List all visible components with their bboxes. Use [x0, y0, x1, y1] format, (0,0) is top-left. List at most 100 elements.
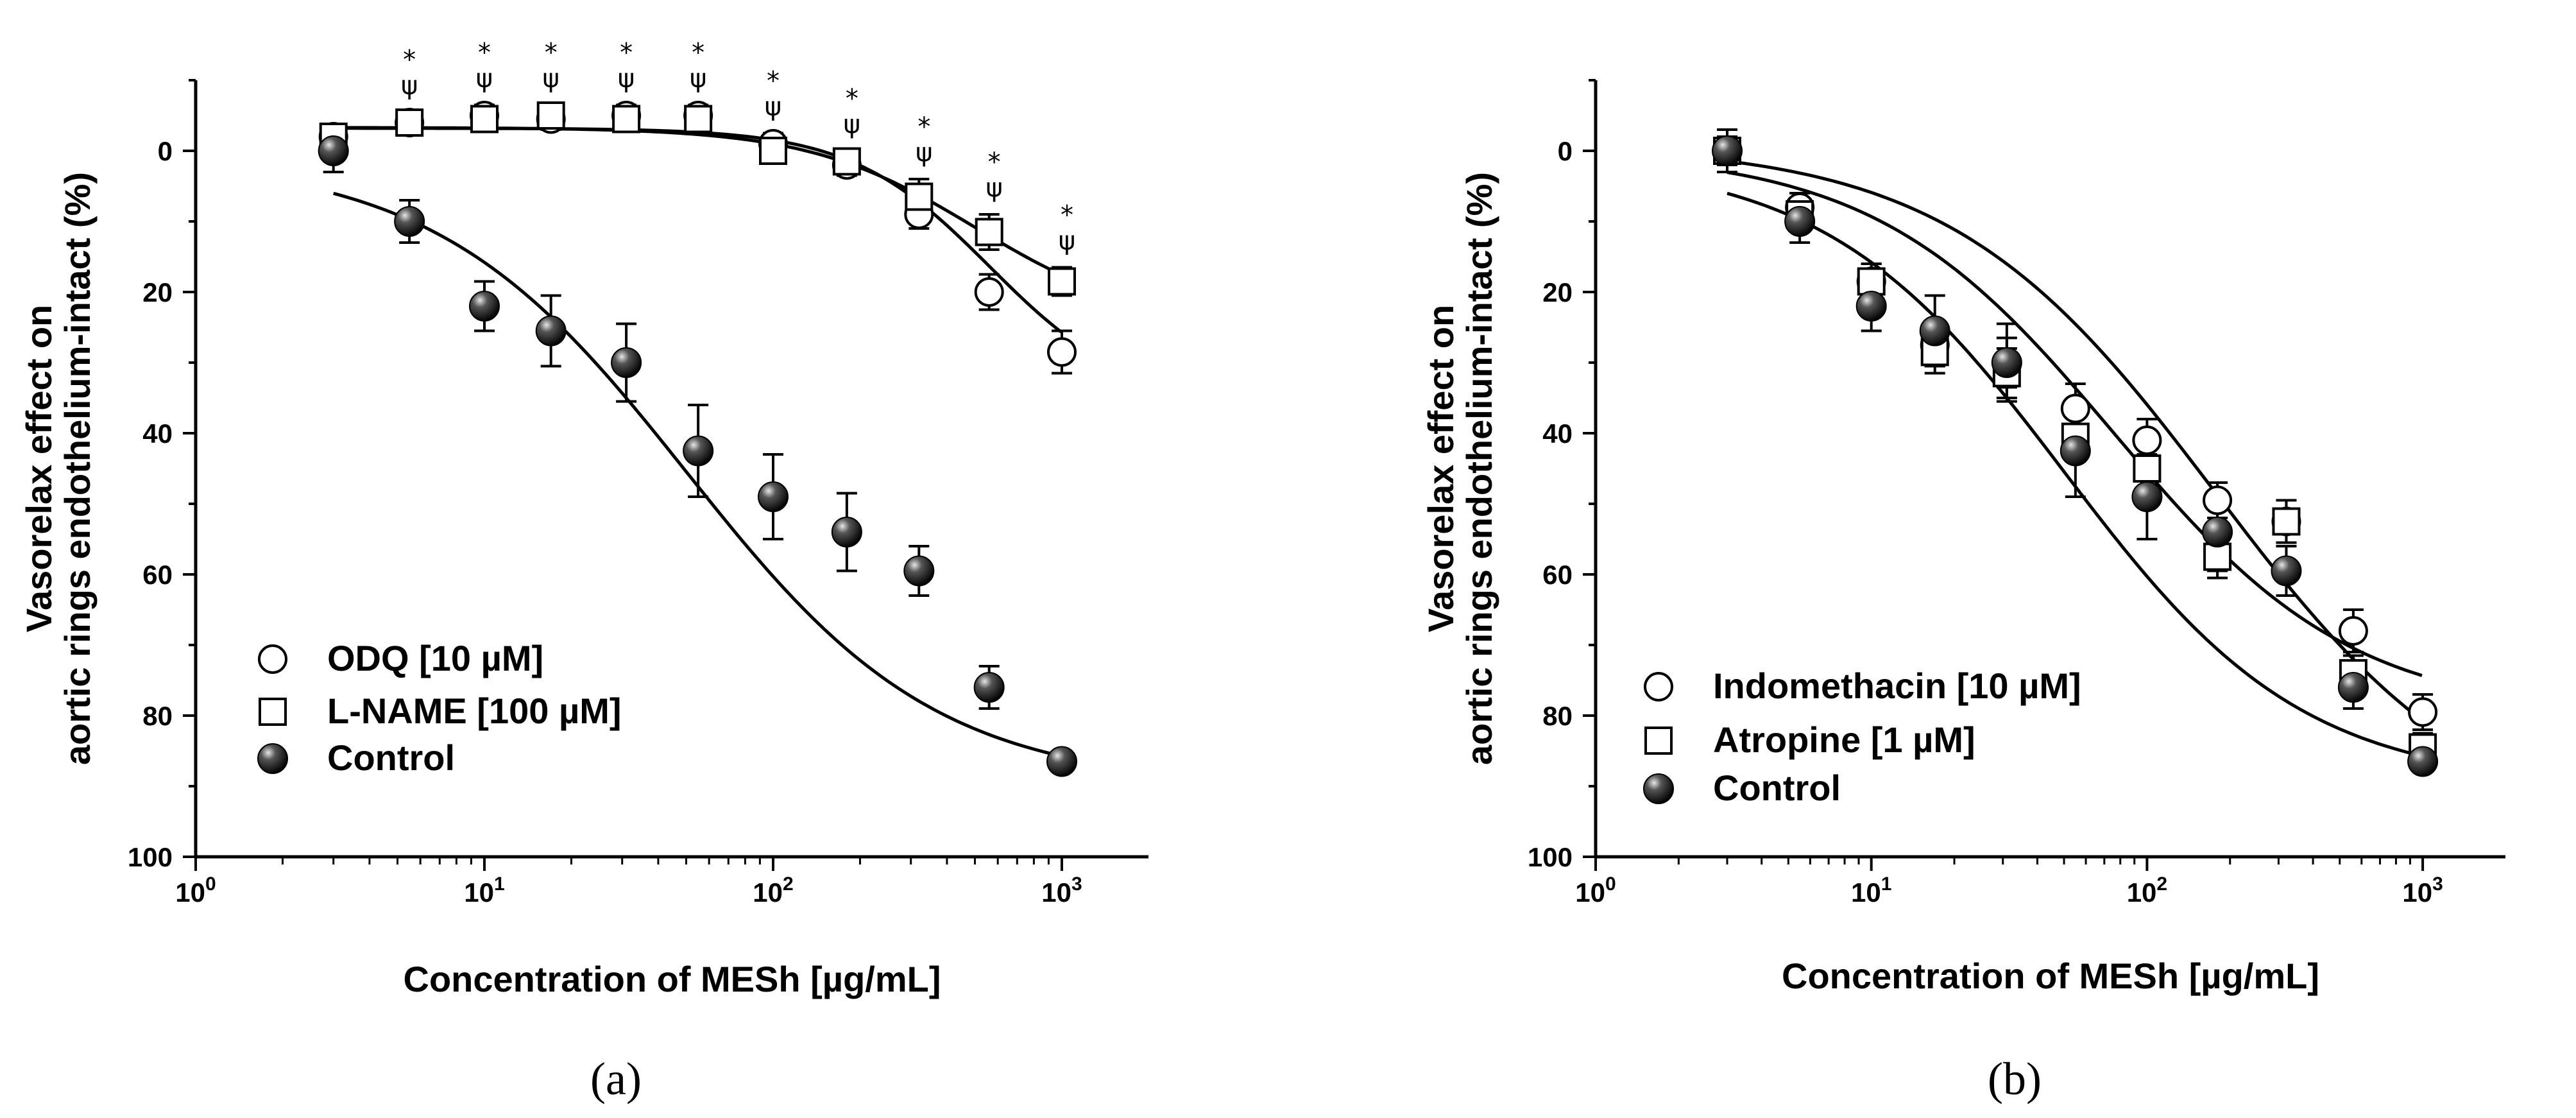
chart0-y-tick-label: 0	[158, 136, 173, 166]
chart0-series1-point8-marker	[905, 182, 934, 211]
chart1-legend: Indomethacin [10 µM] Atropine [1 µM] Contr…	[1643, 666, 2081, 808]
chart1-series2-point4-marker	[1991, 347, 2022, 378]
chart0-x-tick-exponent: 2	[783, 873, 794, 895]
chart0-significance-psi: ψ	[476, 64, 493, 94]
chart0-legend-symbol-1	[259, 698, 287, 726]
chart0-x-tick-base: 10	[175, 877, 205, 907]
chart1-x-tick-label: 103	[2402, 873, 2443, 907]
chart0-x-axis-title: Concentration of MESh [µg/mL]	[404, 959, 941, 999]
chart1-x-tick-base: 10	[1575, 877, 1605, 907]
chart0-x-tick-label: 100	[175, 873, 216, 907]
chart1-y-tick-label: 0	[1558, 136, 1573, 166]
chart0-significance-star: *	[478, 39, 491, 68]
chart1-series2-point8-marker	[2271, 555, 2302, 587]
chart0-legend-label-2: Control	[327, 737, 455, 778]
chart1-x-tick-base: 10	[1851, 877, 1881, 907]
chart0-significance-star: *	[545, 39, 558, 68]
chart0-legend-label-0: ODQ [10 µM]	[327, 638, 543, 678]
chart1-legend-symbol-1	[1644, 727, 1673, 755]
chart1-x-tick-label: 100	[1575, 873, 1616, 907]
chart0-series2-point8-marker	[903, 555, 935, 587]
chart1-y-tick-label: 100	[1528, 842, 1573, 872]
chart1-series2-point0-marker	[1712, 135, 1743, 166]
chart0-significance-star: *	[846, 84, 858, 114]
chart1-series2-point2-marker	[1855, 291, 1887, 322]
chart1-legend-symbol-2	[1643, 773, 1674, 804]
chart1-series2-point5-marker	[2060, 435, 2091, 467]
chart1-series0-point5-marker	[2060, 393, 2090, 424]
chart0-series2-point2-marker	[469, 291, 500, 322]
chart0-y-tick-label: 60	[142, 560, 173, 590]
chart0-y-tick-label: 20	[142, 277, 173, 307]
chart0-legend: ODQ [10 µM] L-NAME [100 µM] Control	[257, 638, 622, 778]
chart0-significance-psi: ψ	[401, 71, 418, 101]
chart1-series2-point6-marker	[2131, 481, 2163, 512]
chart1-series0-point9-marker	[2338, 616, 2368, 646]
chart1-series0-point10-marker	[2408, 697, 2438, 727]
chart0-series1-point10-marker	[1048, 267, 1076, 296]
chart0-series1-point9-marker	[975, 218, 1003, 246]
chart0-y-tick-label: 40	[142, 418, 173, 449]
chart0-series0-point10-marker	[1047, 337, 1077, 367]
chart0-x-tick-label: 102	[753, 873, 793, 907]
chart0-significance-star: *	[1061, 201, 1073, 230]
chart1-y-tick-label: 60	[1542, 560, 1573, 590]
chart0-significance-psi: ψ	[690, 64, 706, 94]
chart0-x-tick-base: 10	[753, 877, 783, 907]
chart1-y-axis-title-line: aortic rings endothelium-intact (%)	[1459, 172, 1499, 765]
chart0-significance-star: *	[692, 39, 704, 68]
chart1-series2-point3-marker	[1919, 315, 1950, 347]
chart0-significance-star: *	[620, 39, 633, 68]
chart0-legend-symbol-0	[258, 644, 287, 674]
chart1-x-tick-base: 10	[2402, 877, 2432, 907]
chart0-significance-psi: ψ	[618, 64, 635, 94]
chart0-significance-star: *	[403, 46, 416, 75]
chart0-series2-point4-marker	[611, 347, 642, 378]
chart0-y-tick-label: 100	[128, 842, 173, 872]
chart1-series1-point2-marker	[1857, 267, 1886, 296]
chart1-x-axis-title: Concentration of MESh [µg/mL]	[1782, 956, 2319, 996]
chart0-series2-point10-marker	[1046, 746, 1077, 777]
chart0-series0-point9-marker	[974, 277, 1004, 307]
chart1-series1-point7-marker	[2203, 542, 2232, 571]
chart1-x-tick-exponent: 1	[1881, 873, 1892, 895]
chart0-significance-psi: ψ	[916, 138, 932, 168]
chart0-significance-star: *	[988, 148, 1001, 177]
chart1-series0-point6-marker	[2132, 426, 2162, 455]
chart0-significance-psi: ψ	[985, 173, 1002, 203]
chart1-y-axis-title-line: Vasorelax effect on	[1420, 305, 1461, 632]
chart0-x-tick-label: 101	[464, 873, 504, 907]
chart0-x-tick-exponent: 3	[1071, 873, 1082, 895]
chart0-series1-point6-marker	[759, 137, 787, 165]
chart1-legend-label-1: Atropine [1 µM]	[1713, 719, 1975, 760]
chart1-series2-point7-marker	[2202, 517, 2233, 547]
chart0-x-tick-exponent: 0	[205, 873, 216, 895]
chart0-series1-point4-marker	[612, 105, 641, 133]
chart0-series2-point0-marker	[318, 135, 349, 166]
chart0-series1-fit-curve	[333, 126, 1062, 277]
chart1-legend-symbol-0	[1644, 672, 1673, 701]
chart0-series2-point3-marker	[535, 315, 567, 347]
chart0-legend-symbol-2	[257, 743, 288, 774]
chart0-series2-point5-marker	[683, 435, 714, 467]
chart1-series1-point8-marker	[2272, 507, 2301, 536]
chart1-series0-point7-marker	[2203, 485, 2233, 515]
chart0-significance-psi: ψ	[543, 64, 559, 94]
chart0-panel-label: (a)	[590, 1053, 642, 1105]
chart0-significance-psi: ψ	[1059, 227, 1075, 256]
chart0-series1-point5-marker	[684, 105, 713, 133]
chart0-significance-star: *	[767, 67, 780, 96]
chart0-x-tick-base: 10	[1041, 877, 1071, 907]
chart0-series2-point1-marker	[394, 206, 425, 237]
chart0-significance-psi: ψ	[765, 92, 781, 122]
chart0-y-axis-title-line: Vasorelax effect on	[19, 305, 59, 632]
chart1-y-tick-label: 20	[1542, 277, 1573, 307]
chart1-x-tick-exponent: 3	[2432, 873, 2443, 895]
chart1-legend-label-2: Control	[1713, 768, 1841, 808]
chart0-series1-point3-marker	[536, 101, 565, 130]
chart0-y-axis-title-line: aortic rings endothelium-intact (%)	[57, 172, 98, 765]
chart1-y-tick-label: 40	[1542, 418, 1573, 449]
